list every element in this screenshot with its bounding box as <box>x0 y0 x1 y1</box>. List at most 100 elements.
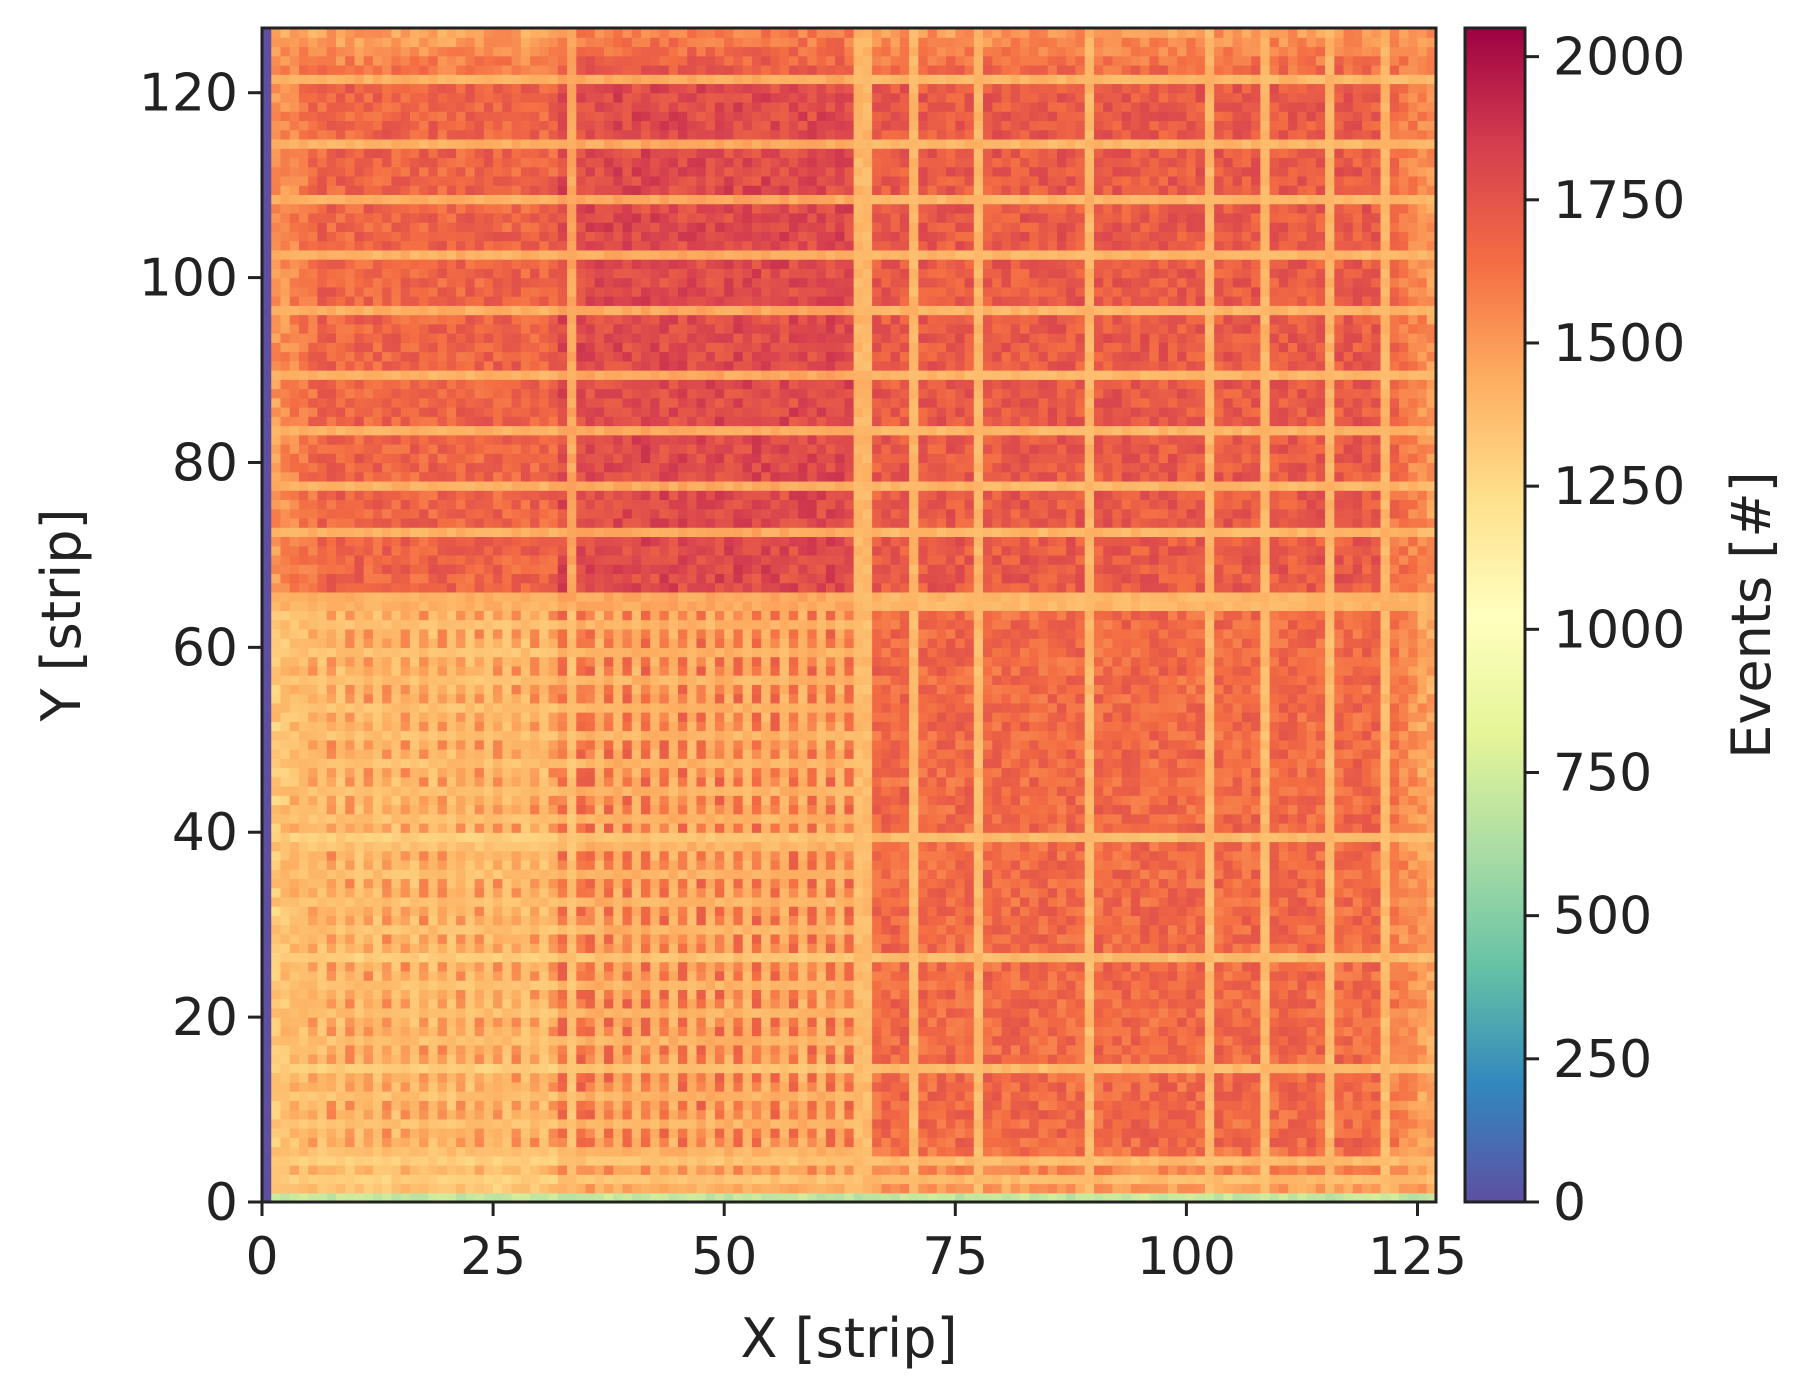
heatmap-cell <box>687 878 698 889</box>
heatmap-cell <box>1047 1026 1058 1037</box>
heatmap-cell <box>1408 952 1419 963</box>
heatmap-cell <box>1399 887 1409 898</box>
heatmap-cell <box>326 1118 337 1129</box>
heatmap-cell <box>816 1035 827 1046</box>
heatmap-cell <box>1297 906 1308 917</box>
heatmap-cell <box>1038 1128 1049 1138</box>
heatmap-cell <box>742 1035 753 1046</box>
heatmap-cell <box>604 850 614 861</box>
heatmap-cell <box>1426 1137 1437 1148</box>
heatmap-cell <box>742 1137 753 1148</box>
heatmap-cell <box>1149 1063 1160 1074</box>
heatmap-cell <box>1093 998 1104 1009</box>
heatmap-cell <box>936 1146 947 1157</box>
heatmap-cell <box>298 896 309 907</box>
heatmap-cell <box>955 1100 966 1111</box>
heatmap-cell <box>1426 850 1437 861</box>
heatmap-cell <box>1177 989 1188 1000</box>
heatmap-cell <box>825 952 836 963</box>
heatmap-cell <box>446 952 457 963</box>
heatmap-cell <box>650 1063 661 1074</box>
heatmap-cell <box>585 1026 596 1037</box>
heatmap-cell <box>280 841 291 852</box>
heatmap-cell <box>1343 1137 1354 1148</box>
heatmap-cell <box>955 915 966 926</box>
heatmap-cell <box>641 943 651 954</box>
heatmap-cell <box>927 970 938 981</box>
heatmap-cell <box>1306 952 1317 963</box>
heatmap-cell <box>391 1007 402 1018</box>
heatmap-cell <box>483 906 494 917</box>
heatmap-cell <box>955 1063 966 1074</box>
heatmap-cell <box>872 952 882 963</box>
heatmap-cell <box>622 1155 633 1166</box>
heatmap-cell <box>419 878 429 889</box>
heatmap-cell <box>1167 1137 1178 1148</box>
heatmap-cell <box>1167 915 1178 926</box>
heatmap-cell <box>1204 859 1215 870</box>
heatmap-cell <box>1362 1192 1372 1203</box>
heatmap-cell <box>1380 859 1391 870</box>
heatmap-cell <box>1380 1192 1391 1203</box>
heatmap-cell <box>927 1137 938 1148</box>
heatmap-cell <box>1167 859 1178 870</box>
heatmap-cell <box>1389 841 1400 852</box>
heatmap-cell <box>1288 943 1298 954</box>
heatmap-cell <box>604 869 614 880</box>
heatmap-cell <box>1288 896 1298 907</box>
heatmap-cell <box>465 915 476 926</box>
heatmap-cell <box>650 980 661 990</box>
heatmap-cell <box>1084 989 1095 1000</box>
heatmap-cell <box>1020 1017 1030 1027</box>
heatmap-cell <box>1195 841 1206 852</box>
heatmap-cell <box>1306 1100 1317 1111</box>
heatmap-cell <box>816 1044 827 1055</box>
heatmap-cell <box>502 933 513 944</box>
heatmap-cell <box>770 1063 781 1074</box>
heatmap-cell <box>567 859 577 870</box>
heatmap-cell <box>400 1007 411 1018</box>
heatmap-cell <box>714 943 725 954</box>
heatmap-cell <box>585 989 596 1000</box>
heatmap-cell <box>816 841 827 852</box>
heatmap-cell <box>825 1072 836 1083</box>
heatmap-cell <box>1352 1091 1363 1101</box>
heatmap-cell <box>446 915 457 926</box>
heatmap-cell <box>520 1183 531 1194</box>
heatmap-cell <box>1158 952 1169 963</box>
heatmap-cell <box>687 1091 698 1101</box>
heatmap-cell <box>668 1054 679 1064</box>
heatmap-cell <box>1140 1044 1151 1055</box>
heatmap-cell <box>946 869 956 880</box>
heatmap-cell <box>308 1017 319 1027</box>
heatmap-cell <box>807 1044 818 1055</box>
heatmap-cell <box>742 1165 753 1175</box>
heatmap-cell <box>835 887 845 898</box>
heatmap-cell <box>825 1192 836 1203</box>
heatmap-cell <box>1343 1165 1354 1175</box>
heatmap-cell <box>483 1146 494 1157</box>
heatmap-cell <box>604 1044 614 1055</box>
heatmap-cell <box>742 989 753 1000</box>
heatmap-cell <box>1251 1007 1261 1018</box>
heatmap-cell <box>825 970 836 981</box>
heatmap-cell <box>1047 952 1058 963</box>
heatmap-cell <box>326 1054 337 1064</box>
heatmap-cell <box>428 1155 439 1166</box>
heatmap-cell <box>308 970 319 981</box>
heatmap-cell <box>474 1165 485 1175</box>
heatmap-cell <box>770 961 781 972</box>
heatmap-cell <box>779 1174 790 1185</box>
heatmap-cell <box>641 887 651 898</box>
heatmap-cell <box>1241 850 1252 861</box>
heatmap-cell <box>1325 887 1335 898</box>
heatmap-cell <box>1389 1109 1400 1120</box>
heatmap-cell <box>594 998 605 1009</box>
heatmap-cell <box>539 989 550 1000</box>
heatmap-cell <box>696 1044 707 1055</box>
heatmap-cell <box>705 850 716 861</box>
heatmap-cell <box>918 1072 929 1083</box>
heatmap-cell <box>705 924 716 935</box>
heatmap-cell <box>770 915 781 926</box>
heatmap-cell <box>779 887 790 898</box>
